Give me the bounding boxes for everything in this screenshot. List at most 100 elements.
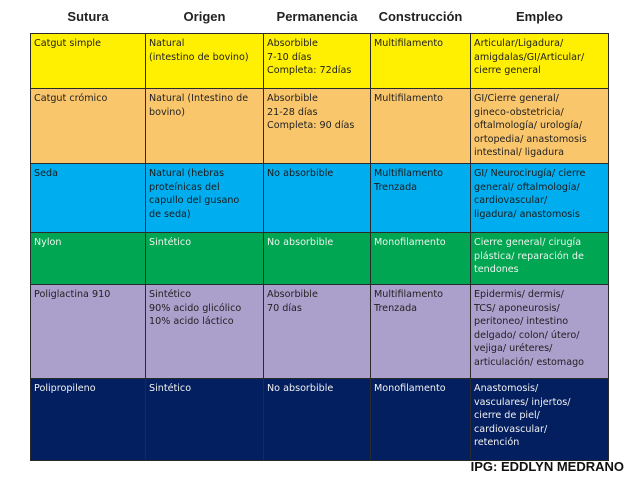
- table-cell: Monofilamento: [370, 378, 471, 461]
- table-cell: Natural (intestino de bovino): [145, 33, 264, 89]
- cell-line: peritoneo/ intestino: [474, 316, 569, 327]
- table-cell: Monofilamento: [370, 232, 471, 285]
- cell-line: 21-28 días: [267, 106, 318, 118]
- cell-line: Absorbible: [267, 38, 318, 49]
- table-cell: Sintético: [145, 232, 264, 285]
- cell-line: Cierre general/ cirugía: [474, 237, 582, 248]
- table-cell: Absorbible 70 días: [263, 284, 371, 379]
- cell-line: TCS/ aponeurosis/: [474, 302, 560, 314]
- cell-line: Polipropileno: [34, 383, 96, 394]
- cell-line: Sintético: [149, 383, 192, 394]
- footer: IPG: EDDLYN MEDRANO: [470, 459, 624, 474]
- cell-line: GI/ Neurocirugía/ cierre: [474, 168, 586, 179]
- cell-line: GI/Cierre general/: [474, 93, 559, 104]
- header-cell: Empleo: [516, 9, 563, 24]
- cell-line: Monofilamento: [374, 383, 446, 394]
- cell-line: vasculares/ injertos/: [474, 396, 571, 408]
- cell-line: Multifilamento: [374, 93, 443, 104]
- cell-line: 90% acido glicólico: [149, 302, 242, 314]
- table-cell: Absorbible 21-28 días Completa: 90 días: [263, 88, 371, 164]
- cell-line: articulación/ estomago: [474, 356, 585, 368]
- cell-line: Natural (hebras: [149, 168, 225, 179]
- cell-line: capullo del gusano: [149, 195, 240, 206]
- cell-line: Absorbible: [267, 289, 318, 300]
- cell-line: Trenzada: [374, 181, 418, 193]
- table-body: Catgut simple Natural (intestino de bovino…: [30, 33, 609, 461]
- header-cell: Permanencia: [276, 9, 358, 24]
- table-cell: No absorbible: [263, 232, 371, 285]
- table-cell: Multifilamento: [370, 88, 471, 164]
- table-cell: Poliglactina 910: [30, 284, 146, 379]
- cell-line: Monofilamento: [374, 237, 446, 248]
- table-cell: Polipropileno: [30, 378, 146, 461]
- table-row: Catgut crómico Natural (Intestino de bovin…: [30, 88, 609, 164]
- cell-line: Nylon: [34, 237, 62, 248]
- cell-line: cierre general: [474, 65, 541, 76]
- cell-line: No absorbible: [267, 168, 334, 179]
- table-cell: No absorbible: [263, 378, 371, 461]
- header-cell: Construcción: [378, 9, 463, 24]
- cell-line: retención: [474, 437, 520, 448]
- cell-line: ortopedia/ anastomosis: [474, 133, 587, 145]
- cell-line: Multifilamento: [374, 38, 443, 49]
- cell-line: vejiga/ uréteres/: [474, 343, 553, 354]
- cell-line: 70 días: [267, 302, 302, 314]
- cell-line: intestinal/ ligadura: [474, 147, 565, 158]
- cell-line: oftalmología/ urología/: [474, 120, 583, 131]
- table-cell: GI/ Neurocirugía/ cierre general/ oftalmo…: [470, 163, 609, 233]
- cell-line: tendones: [474, 264, 519, 275]
- cell-line: 7-10 días: [267, 51, 312, 63]
- header-cell: Sutura: [67, 9, 109, 24]
- cell-line: bovino): [149, 106, 185, 118]
- cell-line: 10% acido láctico: [149, 316, 234, 327]
- table-cell: No absorbible: [263, 163, 371, 233]
- cell-line: Seda: [34, 168, 58, 179]
- cell-line: No absorbible: [267, 383, 334, 394]
- cell-line: Absorbible: [267, 93, 318, 104]
- cell-line: cardiovascular/: [474, 423, 548, 435]
- cell-line: Sintético: [149, 237, 192, 248]
- cell-line: Natural (Intestino de: [149, 93, 249, 104]
- cell-line: Natural: [149, 38, 185, 49]
- table-row: Poliglactina 910 Sintético 90% acido glicó…: [30, 284, 609, 379]
- cell-line: delgado/ colon/ útero/: [474, 329, 580, 341]
- table-cell: GI/Cierre general/gineco-obstetricia/oft…: [470, 88, 609, 164]
- cell-line: Articular/Ligadura/: [474, 38, 564, 49]
- table-row: Polipropileno Sintético No absorbible Monof…: [30, 378, 609, 461]
- table-row: Seda Natural (hebras proteínicas del capull…: [30, 163, 609, 233]
- cell-line: Trenzada: [374, 302, 418, 314]
- table-cell: Anastomosis/vasculares/ injertos/cierre …: [470, 378, 609, 461]
- table-cell: Epidermis/ dermis/TCS/ aponeurosis/perit…: [470, 284, 609, 379]
- cell-line: Anastomosis/: [474, 383, 539, 394]
- table-cell: Multifilamento Trenzada: [370, 163, 471, 233]
- cell-line: cardiovascular/: [474, 195, 548, 206]
- table-cell: Multifilamento Trenzada: [370, 284, 471, 379]
- cell-line: Multifilamento: [374, 168, 443, 179]
- cell-line: ligadura/ anastomosis: [474, 208, 580, 220]
- table-cell: Catgut crómico: [30, 88, 146, 164]
- cell-line: Sintético: [149, 289, 192, 300]
- table-cell: Natural (Intestino de bovino): [145, 88, 264, 164]
- cell-line: gineco-obstetricia/: [474, 106, 564, 118]
- table-cell: Articular/Ligadura/amigdalas/GI/Articula…: [470, 33, 609, 89]
- cell-line: plástica/ reparación de: [474, 250, 584, 262]
- sutures-table: Sutura Origen Permanencia Construcción Emple…: [30, 0, 609, 461]
- table-row: Catgut simple Natural (intestino de bovino…: [30, 33, 609, 89]
- cell-line: Multifilamento: [374, 289, 443, 300]
- table-cell: Seda: [30, 163, 146, 233]
- table-cell: Sintético 90% acido glicólico 10% acido lá…: [145, 284, 264, 379]
- table-cell: Catgut simple: [30, 33, 146, 89]
- table-row: Nylon Sintético No absorbible Monofilamento…: [30, 232, 609, 285]
- cell-line: No absorbible: [267, 237, 334, 248]
- cell-line: de seda): [149, 208, 191, 220]
- table-cell: Absorbible 7-10 días Completa: 72días: [263, 33, 371, 89]
- cell-line: amigdalas/GI/Articular/: [474, 51, 585, 63]
- cell-line: proteínicas del: [149, 181, 220, 193]
- cell-line: cierre de piel/: [474, 410, 540, 421]
- cell-line: general/ oftalmología/: [474, 181, 580, 193]
- cell-line: Completa: 72días: [267, 65, 352, 76]
- cell-line: Catgut simple: [34, 38, 101, 49]
- cell-line: (intestino de bovino): [149, 51, 249, 63]
- header-row: Sutura Origen Permanencia Construcción Emple…: [31, 0, 609, 34]
